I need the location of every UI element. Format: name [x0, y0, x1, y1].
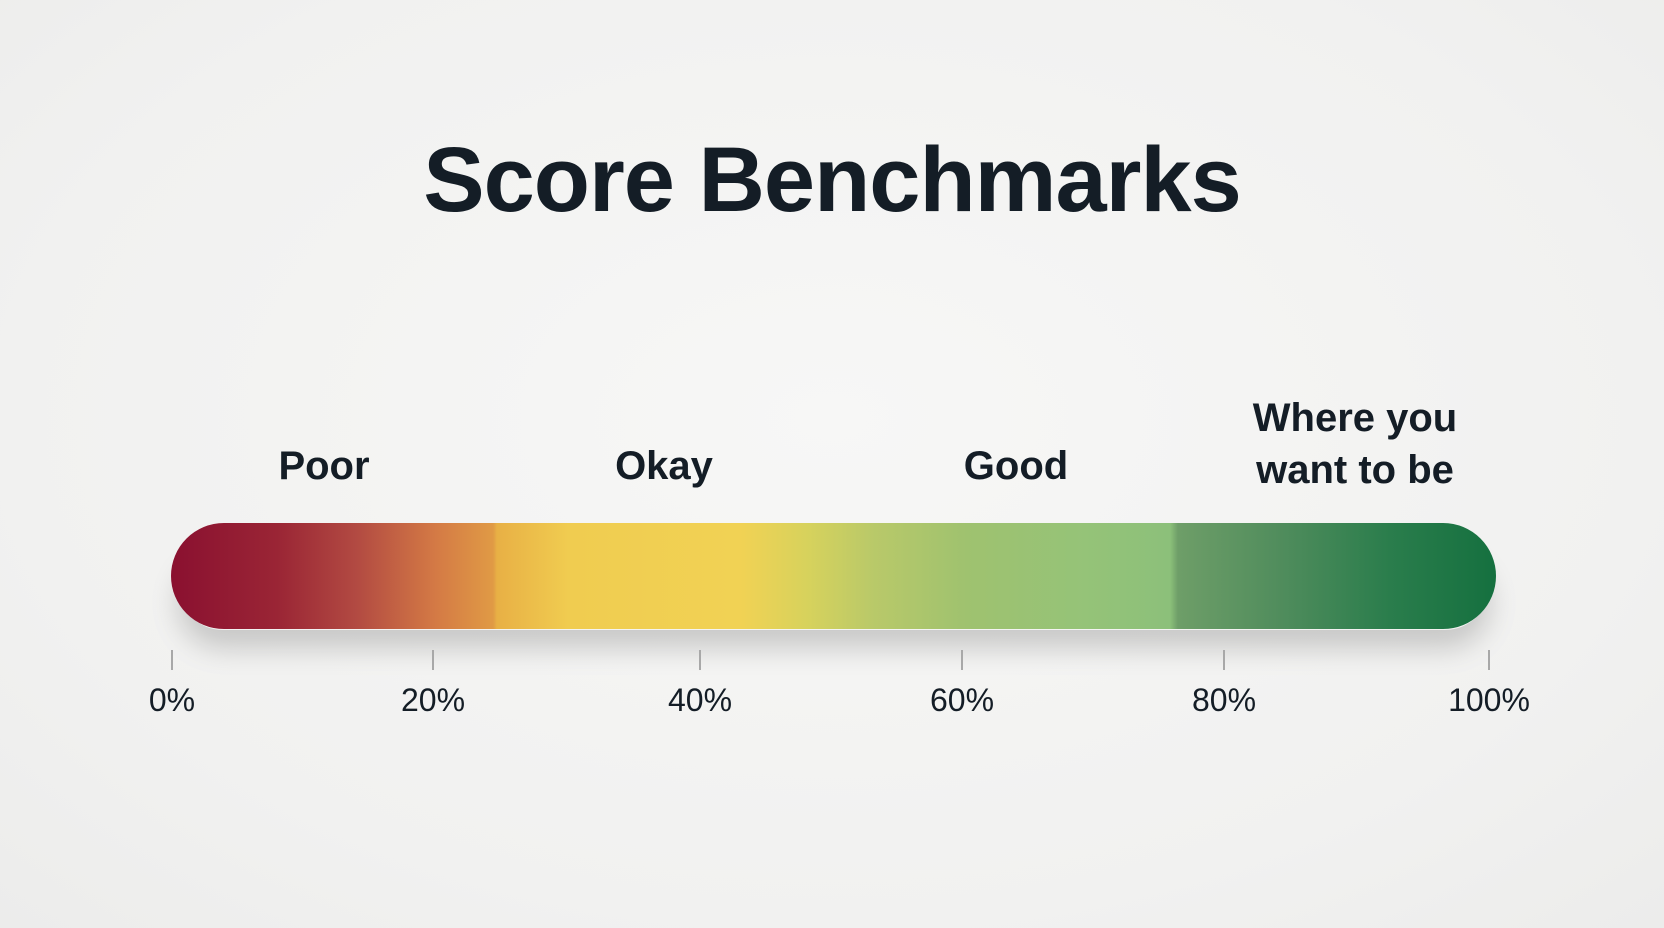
tick-label-20: 20% — [400, 682, 466, 718]
tick-mark-20 — [432, 650, 434, 670]
tick-label-60: 60% — [929, 682, 995, 718]
tick-mark-100 — [1488, 650, 1490, 670]
tick-mark-0 — [171, 650, 173, 670]
tick-label-40: 40% — [667, 682, 733, 718]
band-label-okay: Okay — [615, 444, 713, 488]
band-label-good: Good — [963, 444, 1069, 488]
tick-label-100: 100% — [1448, 682, 1530, 718]
gradient-score-bar — [171, 523, 1496, 629]
tick-label-80: 80% — [1191, 682, 1257, 718]
band-label-poor: Poor — [278, 444, 370, 488]
tick-label-0: 0% — [148, 682, 196, 718]
tick-mark-40 — [699, 650, 701, 670]
page-title: Score Benchmarks — [423, 129, 1242, 231]
tick-mark-60 — [961, 650, 963, 670]
band-label-target: Where you want to be — [1252, 396, 1458, 492]
tick-mark-80 — [1223, 650, 1225, 670]
